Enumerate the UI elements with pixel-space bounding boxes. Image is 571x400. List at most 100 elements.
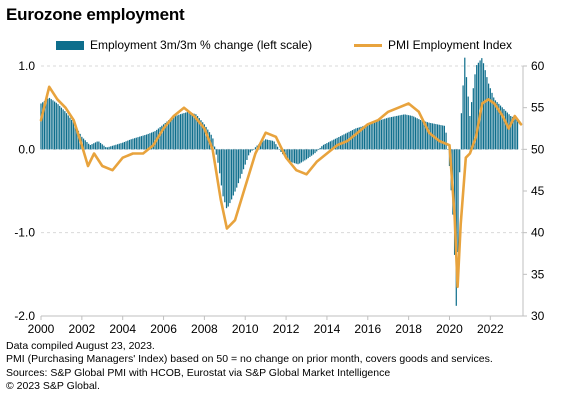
employment-bar (334, 138, 337, 150)
employment-bar (312, 149, 314, 155)
legend-swatch-line (354, 43, 382, 47)
employment-bar (186, 112, 188, 150)
employment-bar (457, 149, 459, 253)
x-tick-label: 2016 (354, 322, 381, 336)
employment-bar (373, 121, 376, 150)
employment-bar (445, 132, 447, 150)
employment-bar (259, 142, 262, 150)
gridlines (41, 65, 523, 317)
employment-bar (486, 77, 488, 150)
employment-bar (493, 97, 495, 150)
employment-bar (213, 146, 216, 150)
employment-bar (71, 119, 73, 150)
employment-bar (477, 62, 480, 150)
employment-bar (390, 116, 393, 150)
employment-bar (133, 138, 136, 150)
employment-bar (132, 138, 134, 150)
employment-bar (246, 149, 248, 160)
employment-bar (292, 149, 294, 163)
employment-bar (64, 111, 66, 150)
employment-bar (356, 127, 359, 150)
employment-bar (465, 77, 468, 150)
employment-bar (242, 149, 245, 170)
employment-bar (358, 127, 360, 150)
employment-bar (333, 139, 335, 150)
employment-bar (241, 149, 243, 174)
employment-bar (190, 112, 192, 150)
employment-bar (321, 146, 323, 150)
employment-bar (120, 143, 122, 150)
employment-bar (122, 142, 124, 150)
employment-bar (244, 149, 246, 165)
y-right-tick-label: 40 (531, 226, 545, 240)
employment-bar (239, 149, 241, 179)
pmi-series-line (39, 85, 523, 289)
employment-bar (217, 149, 219, 163)
employment-bar (144, 135, 146, 150)
employment-bar (135, 137, 137, 150)
employment-bar (476, 65, 478, 150)
employment-bar (324, 143, 326, 150)
employment-bar (65, 113, 68, 150)
employment-bar (472, 88, 474, 150)
employment-bar (438, 124, 440, 150)
employment-bar (307, 149, 309, 159)
employment-bar (265, 139, 267, 150)
footnotes: Data compiled August 23, 2023. PMI (Purc… (6, 340, 493, 394)
employment-bar (351, 130, 354, 150)
employment-bar (328, 142, 330, 150)
employment-bar (496, 102, 498, 150)
employment-bar (474, 74, 476, 150)
employment-bar (399, 115, 401, 150)
employment-bar (270, 140, 272, 150)
employment-bar (353, 129, 355, 150)
employment-bar (200, 120, 202, 150)
employment-bar (236, 149, 238, 188)
employment-bar (127, 140, 129, 150)
employment-bar (396, 115, 398, 150)
employment-bar (164, 122, 166, 150)
employment-bar (402, 114, 405, 150)
employment-bar (43, 101, 46, 150)
employment-bar (467, 96, 469, 150)
employment-bar (60, 107, 63, 150)
employment-bar (287, 149, 289, 160)
employment-bar (409, 115, 411, 150)
employment-bar (116, 144, 119, 150)
employment-bar (171, 117, 173, 150)
employment-bar (322, 144, 325, 150)
employment-bar (88, 143, 90, 150)
employment-bar (249, 149, 251, 153)
employment-bar (276, 146, 279, 150)
employment-bar (210, 134, 212, 150)
employment-bar (254, 147, 257, 150)
chart-title: Eurozone employment (6, 5, 185, 24)
chart-plot-area: -2.0 -1.0 0.0 1.0 30 35 40 45 50 55 60 2000 2002 2004… (14, 57, 545, 336)
employment-bar (166, 121, 168, 150)
employment-bar (297, 149, 299, 165)
employment-bar (69, 117, 71, 150)
employment-bar (459, 149, 461, 173)
employment-bar (268, 140, 270, 150)
employment-bar (227, 149, 229, 207)
employment-bar (430, 123, 432, 150)
employment-bar (84, 140, 86, 150)
employment-bar (285, 149, 287, 158)
legend-label-employment: Employment 3m/3m % change (left scale) (90, 38, 313, 52)
employment-bar (203, 124, 206, 150)
employment-bar (115, 144, 117, 150)
employment-bar (191, 113, 194, 150)
employment-bar (174, 116, 177, 150)
employment-bar (251, 149, 253, 151)
employment-bar (360, 126, 362, 150)
footnote-sources: Sources: S&P Global PMI with HCOB, Euros… (6, 366, 391, 379)
x-tick-label: 2006 (150, 322, 177, 336)
employment-bar (300, 149, 303, 163)
employment-bar (202, 122, 204, 150)
employment-bar (304, 149, 306, 161)
employment-bar (74, 125, 76, 150)
employment-bar (76, 127, 78, 150)
employment-bar (86, 142, 88, 150)
employment-bar (110, 146, 112, 150)
employment-bar (198, 118, 200, 150)
